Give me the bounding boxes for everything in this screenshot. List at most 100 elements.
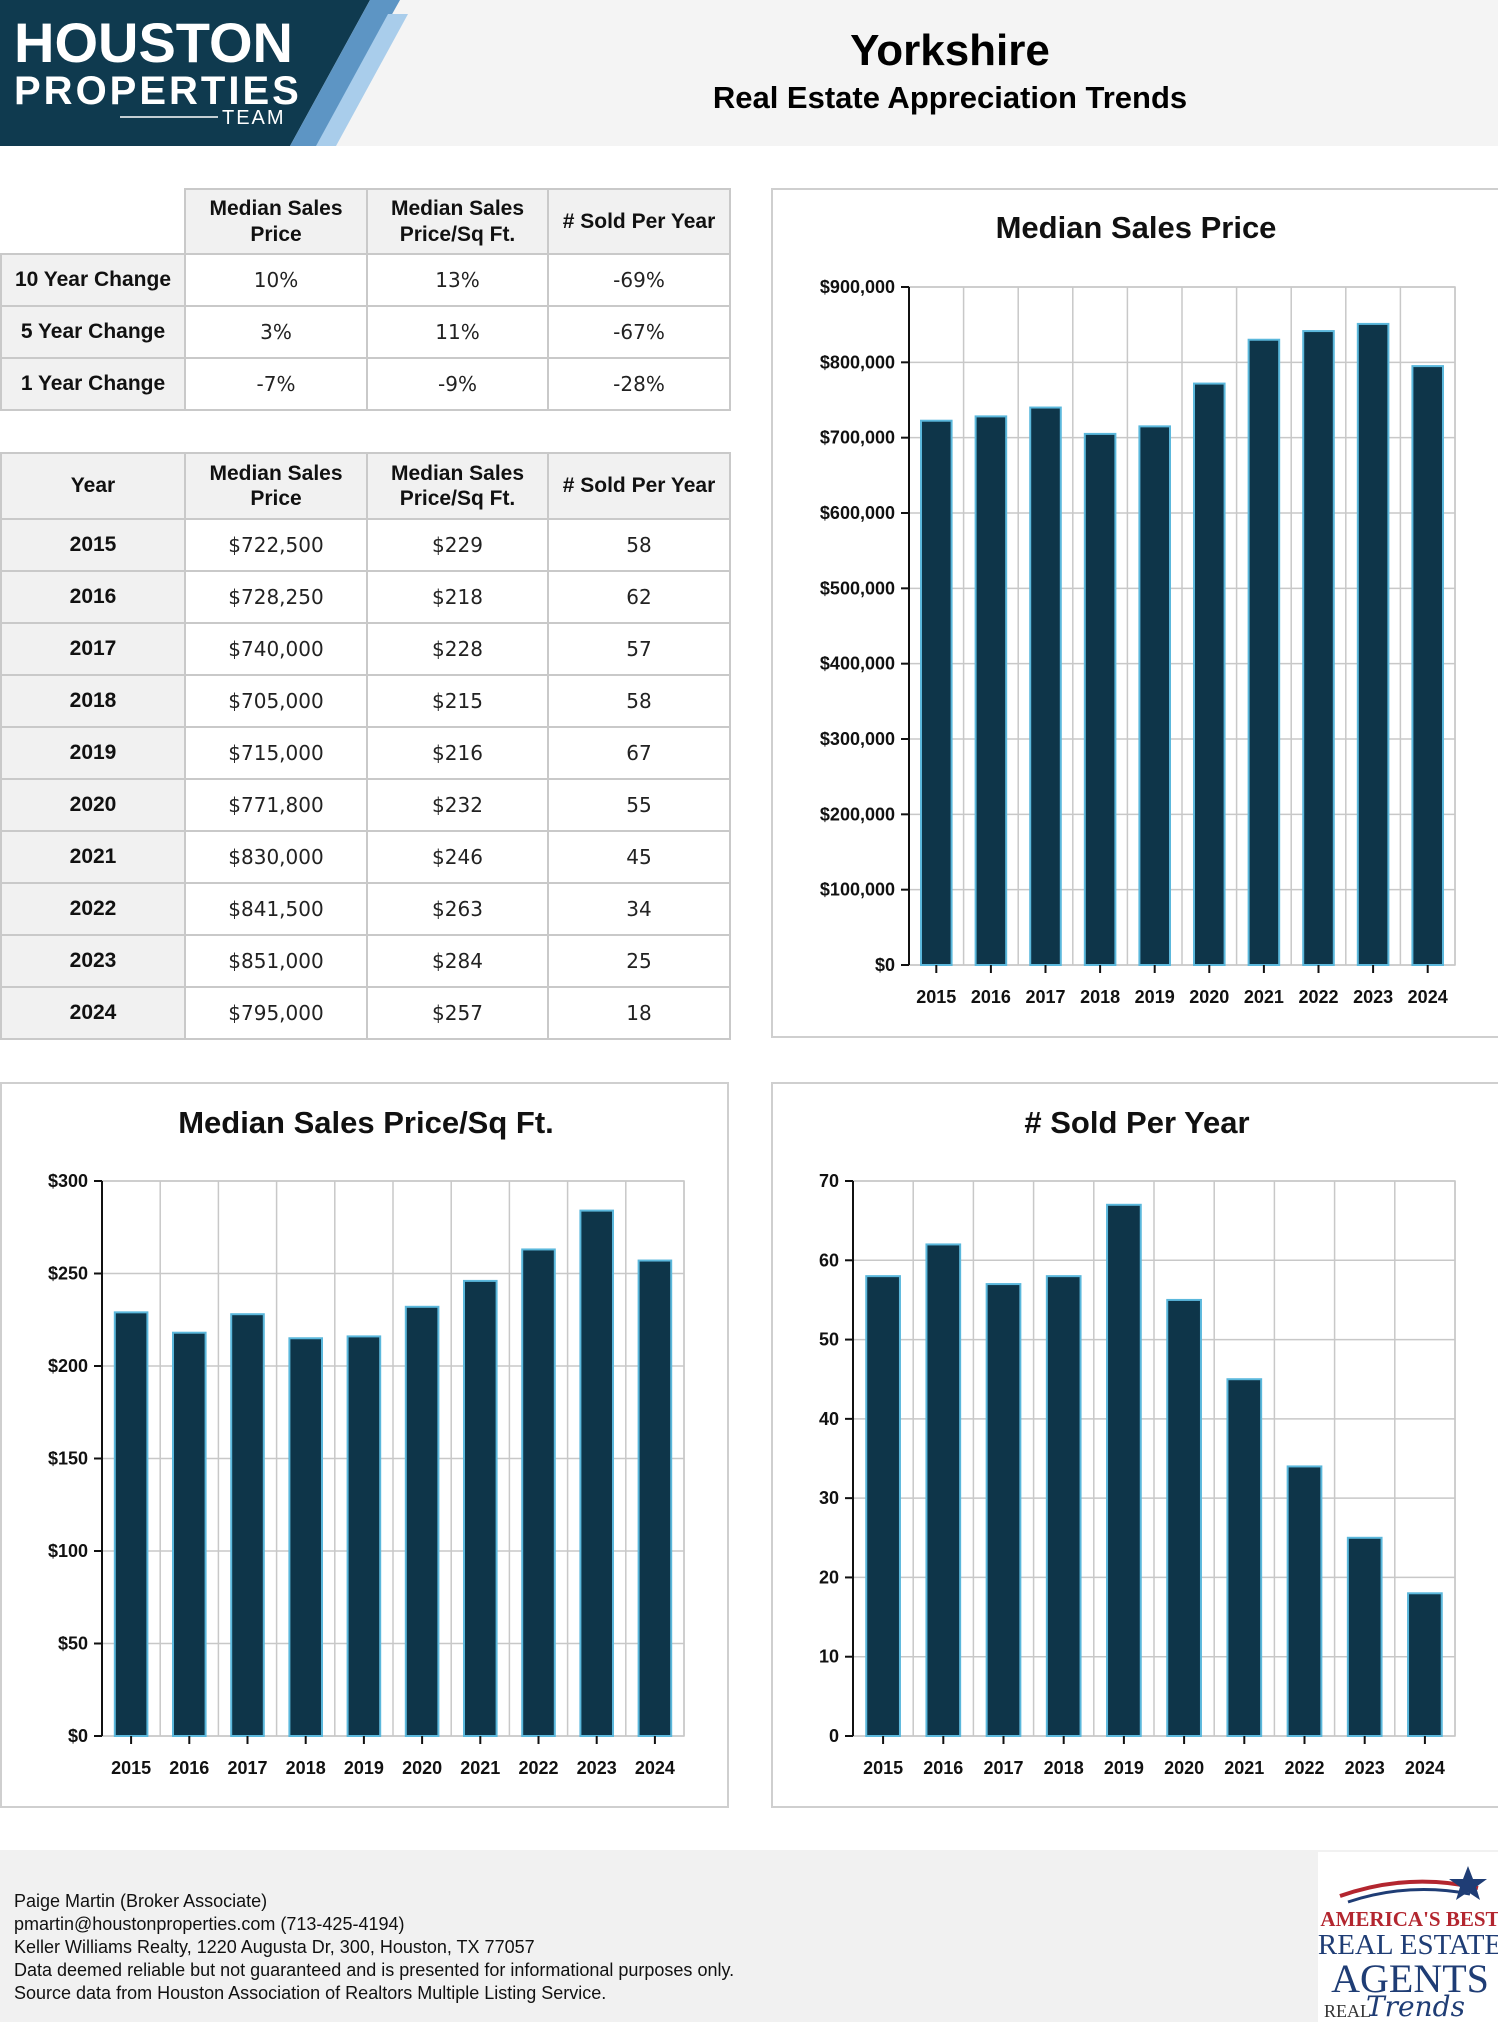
table-row: 2023 $851,000 $284 25 [0, 934, 731, 988]
x-tick-label: 2022 [1284, 1758, 1324, 1778]
x-tick-label: 2016 [923, 1758, 963, 1778]
table-cell: 13% [366, 253, 549, 307]
bar-2015 [865, 1275, 901, 1737]
table-cell: 11% [366, 305, 549, 359]
table-cell: $722,500 [184, 518, 368, 572]
y-tick-label: $250 [48, 1264, 88, 1284]
table-cell: 10% [184, 253, 368, 307]
contact-info: Paige Martin (Broker Associate) pmartin@… [14, 1890, 734, 2005]
page-footer: Paige Martin (Broker Associate) pmartin@… [0, 1850, 1498, 2022]
badge-line1: AMERICA'S BEST [1320, 1907, 1498, 1931]
bar-2023 [1356, 322, 1390, 966]
table-corner [1, 189, 186, 255]
x-tick-label: 2017 [983, 1758, 1023, 1778]
bar-2017 [230, 1313, 265, 1737]
table-cell: 58 [547, 674, 731, 728]
page-subtitle: Real Estate Appreciation Trends [712, 80, 1188, 115]
x-tick-label: 2015 [863, 1758, 903, 1778]
table-cell: 55 [547, 778, 731, 832]
agent-address: Keller Williams Realty, 1220 Augusta Dr,… [14, 1937, 535, 1957]
y-tick-label: $50 [58, 1634, 88, 1654]
bar-2024 [1411, 365, 1444, 967]
x-tick-label: 2018 [1080, 987, 1120, 1007]
y-tick-label: 50 [819, 1330, 839, 1350]
median-price-chart: Median Sales Price $0 $100,000 $200,000 $30… [820, 210, 1456, 1007]
data-source: Source data from Houston Association of … [14, 1983, 607, 2003]
table-cell: $740,000 [184, 622, 368, 676]
table-cell: 18 [547, 986, 731, 1040]
logo-text-properties: PROPERTIES [14, 69, 302, 113]
table-cell: $830,000 [184, 830, 368, 884]
y-tick-label: $500,000 [820, 578, 895, 598]
table-cell: 67 [547, 726, 731, 780]
table-cell: 45 [547, 830, 731, 884]
table-cell: 34 [547, 882, 731, 936]
bar-2021 [1247, 338, 1281, 966]
median-price-chart-panel: Median Sales Price $0 $100,000 $200,000 $30… [771, 188, 1498, 1038]
y-tick-label: 40 [819, 1409, 839, 1429]
table-cell: -28% [547, 357, 731, 411]
bar-2018 [1083, 432, 1117, 966]
y-tick-label: $300 [48, 1171, 88, 1191]
x-tick-label: 2015 [916, 987, 956, 1007]
x-tick-label: 2020 [1164, 1758, 1204, 1778]
badge-line4: REAL [1324, 2001, 1371, 2021]
row-label: 1 Year Change [0, 357, 186, 411]
bar-2024 [637, 1259, 673, 1738]
x-tick-label: 2021 [1244, 987, 1284, 1007]
row-year: 2022 [0, 882, 186, 936]
x-tick-label: 2020 [1189, 987, 1229, 1007]
table-cell: $215 [366, 674, 549, 728]
table-cell: 3% [184, 305, 368, 359]
table-cell: 57 [547, 622, 731, 676]
table-row: 10 Year Change 10% 13% -69% [0, 253, 731, 307]
price-per-sqft-chart-panel: Median Sales Price/Sq Ft. $0 $50 $100 $150 $… [0, 1082, 729, 1808]
table-cell: -7% [184, 357, 368, 411]
x-tick-label: 2015 [111, 1758, 151, 1778]
page-header: HOUSTON PROPERTIES TEAM Yorkshire Real E… [0, 0, 1498, 146]
bar-2022 [1302, 330, 1335, 966]
table-row: 5 Year Change 3% 11% -67% [0, 305, 731, 359]
x-tick-label: 2019 [1135, 987, 1175, 1007]
table-cell: $246 [366, 830, 549, 884]
x-tick-label: 2024 [1408, 987, 1448, 1007]
bar-2023 [579, 1209, 614, 1738]
bar-2022 [521, 1248, 556, 1737]
table-cell: $218 [366, 570, 549, 624]
y-tick-label: 20 [819, 1567, 839, 1587]
table-row: 2021 $830,000 $246 45 [0, 830, 731, 884]
table-cell: $284 [366, 934, 549, 988]
row-year: 2015 [0, 518, 186, 572]
bar-2021 [463, 1279, 498, 1737]
table-row: 2020 $771,800 $232 55 [0, 778, 731, 832]
column-header: Year [0, 452, 186, 520]
bar-2019 [346, 1335, 382, 1737]
column-header: Median Sales Price/Sq Ft. [366, 452, 549, 520]
table-cell: -69% [547, 253, 731, 307]
bar-2020 [404, 1305, 440, 1738]
logo-text-team: TEAM [222, 107, 286, 129]
y-tick-label: 10 [819, 1647, 839, 1667]
table-row: 2016 $728,250 $218 62 [0, 570, 731, 624]
chart-title: Median Sales Price [996, 210, 1277, 245]
y-tick-label: $800,000 [820, 352, 895, 372]
column-header: # Sold Per Year [547, 188, 731, 255]
y-tick-label: $0 [875, 955, 895, 975]
column-header: Median Sales Price [184, 188, 368, 255]
table-cell: 58 [547, 518, 731, 572]
table-cell: $705,000 [184, 674, 368, 728]
row-year: 2021 [0, 830, 186, 884]
table-row: 2019 $715,000 $216 67 [0, 726, 731, 780]
y-tick-label: 0 [829, 1726, 839, 1746]
table-row: 2022 $841,500 $263 34 [0, 882, 731, 936]
table-cell: $229 [366, 518, 549, 572]
price-per-sqft-chart: Median Sales Price/Sq Ft. $0 $50 $100 $150 $… [48, 1105, 685, 1778]
column-header: Median Sales Price/Sq Ft. [366, 188, 549, 255]
row-year: 2019 [0, 726, 186, 780]
bar-2016 [974, 415, 1008, 966]
bar-2021 [1226, 1378, 1263, 1737]
table-cell: $216 [366, 726, 549, 780]
y-tick-label: $0 [68, 1726, 88, 1746]
y-tick-label: $100 [48, 1541, 88, 1561]
bar-2016 [925, 1243, 962, 1738]
